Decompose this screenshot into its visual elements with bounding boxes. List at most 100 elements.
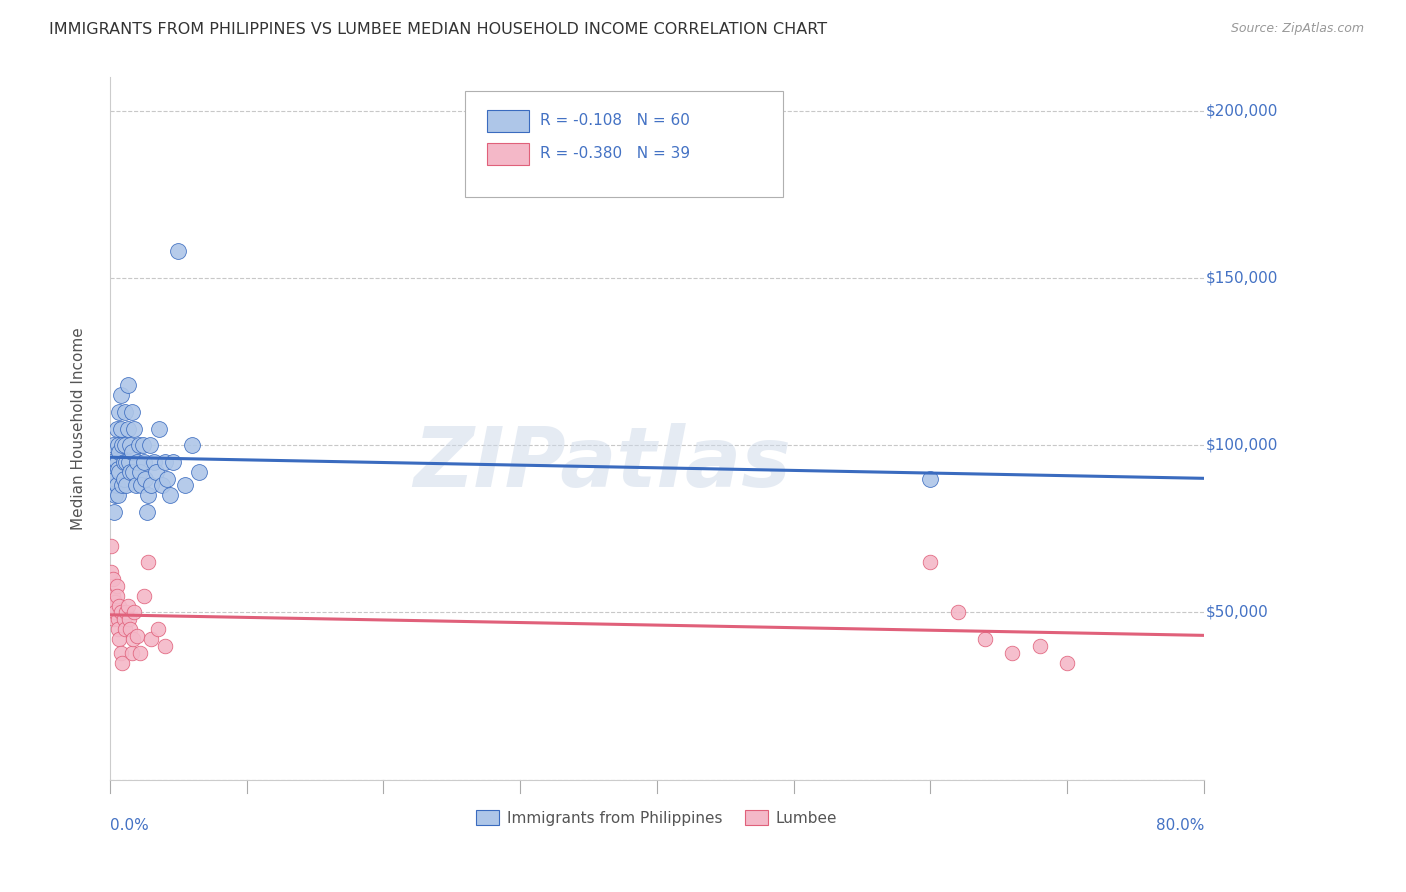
Point: [114, 405, 136, 419]
Text: R = -0.380   N = 39: R = -0.380 N = 39: [540, 146, 690, 161]
Point: [162, 455, 184, 469]
Point: [105, 589, 128, 603]
Point: [117, 599, 139, 613]
Point: [105, 579, 128, 593]
Point: [104, 595, 127, 609]
Text: $100,000: $100,000: [1206, 438, 1278, 453]
Point: [920, 555, 942, 569]
FancyBboxPatch shape: [488, 110, 529, 132]
Point: [111, 438, 134, 452]
Point: [129, 646, 152, 660]
Point: [112, 455, 135, 469]
Point: [107, 622, 129, 636]
Point: [125, 478, 148, 492]
Point: [103, 612, 125, 626]
Point: [101, 478, 124, 492]
Point: [142, 455, 165, 469]
Point: [100, 566, 122, 580]
Point: [121, 646, 143, 660]
Point: [920, 472, 942, 486]
Point: [101, 572, 124, 586]
Point: [156, 472, 179, 486]
Text: IMMIGRANTS FROM PHILIPPINES VS LUMBEE MEDIAN HOUSEHOLD INCOME CORRELATION CHART: IMMIGRANTS FROM PHILIPPINES VS LUMBEE ME…: [49, 22, 827, 37]
Text: $150,000: $150,000: [1206, 270, 1278, 285]
Text: $50,000: $50,000: [1206, 605, 1268, 620]
Point: [105, 478, 128, 492]
Point: [1056, 656, 1078, 670]
Point: [108, 632, 131, 647]
Text: R = -0.108   N = 60: R = -0.108 N = 60: [540, 113, 690, 128]
Point: [146, 622, 169, 636]
Point: [108, 599, 131, 613]
Point: [121, 445, 143, 459]
Point: [124, 421, 146, 435]
Point: [104, 606, 127, 620]
Point: [122, 632, 145, 647]
Point: [101, 589, 124, 603]
Point: [131, 438, 153, 452]
Text: $200,000: $200,000: [1206, 103, 1278, 119]
Point: [120, 622, 142, 636]
Point: [129, 465, 152, 479]
Point: [124, 606, 146, 620]
Point: [108, 405, 131, 419]
Point: [150, 478, 173, 492]
Point: [132, 589, 155, 603]
Point: [127, 629, 149, 643]
Point: [159, 488, 181, 502]
Point: [100, 455, 122, 469]
Point: [136, 488, 159, 502]
Point: [105, 421, 128, 435]
Text: 0.0%: 0.0%: [110, 818, 149, 833]
Point: [101, 438, 124, 452]
Point: [112, 612, 135, 626]
Point: [110, 646, 132, 660]
Point: [132, 455, 155, 469]
Point: [112, 472, 135, 486]
Point: [174, 478, 197, 492]
Point: [120, 438, 142, 452]
Point: [138, 438, 160, 452]
Point: [107, 612, 129, 626]
Point: [107, 438, 129, 452]
Point: [103, 599, 125, 613]
Point: [187, 465, 209, 479]
FancyBboxPatch shape: [488, 143, 529, 165]
Point: [974, 632, 997, 647]
Text: Source: ZipAtlas.com: Source: ZipAtlas.com: [1230, 22, 1364, 36]
Point: [128, 438, 150, 452]
Point: [103, 465, 125, 479]
Point: [114, 622, 136, 636]
Point: [104, 488, 127, 502]
Point: [1001, 646, 1024, 660]
Text: ZIPatlas: ZIPatlas: [413, 423, 792, 504]
Point: [107, 461, 129, 475]
Point: [107, 488, 129, 502]
Point: [118, 612, 141, 626]
Point: [105, 455, 128, 469]
Point: [117, 421, 139, 435]
Point: [153, 455, 176, 469]
Point: [110, 421, 132, 435]
Point: [110, 606, 132, 620]
Point: [100, 539, 122, 553]
Point: [114, 438, 136, 452]
Point: [108, 445, 131, 459]
Point: [115, 606, 138, 620]
Text: 80.0%: 80.0%: [1156, 818, 1204, 833]
Point: [135, 505, 157, 519]
Point: [117, 378, 139, 392]
Point: [167, 244, 190, 259]
Point: [111, 478, 134, 492]
Point: [115, 478, 138, 492]
Point: [120, 465, 142, 479]
Point: [136, 555, 159, 569]
Point: [110, 388, 132, 402]
Point: [103, 505, 125, 519]
Point: [127, 455, 149, 469]
Point: [108, 465, 131, 479]
Point: [145, 465, 167, 479]
Point: [104, 472, 127, 486]
Point: [131, 478, 153, 492]
Point: [153, 639, 176, 653]
